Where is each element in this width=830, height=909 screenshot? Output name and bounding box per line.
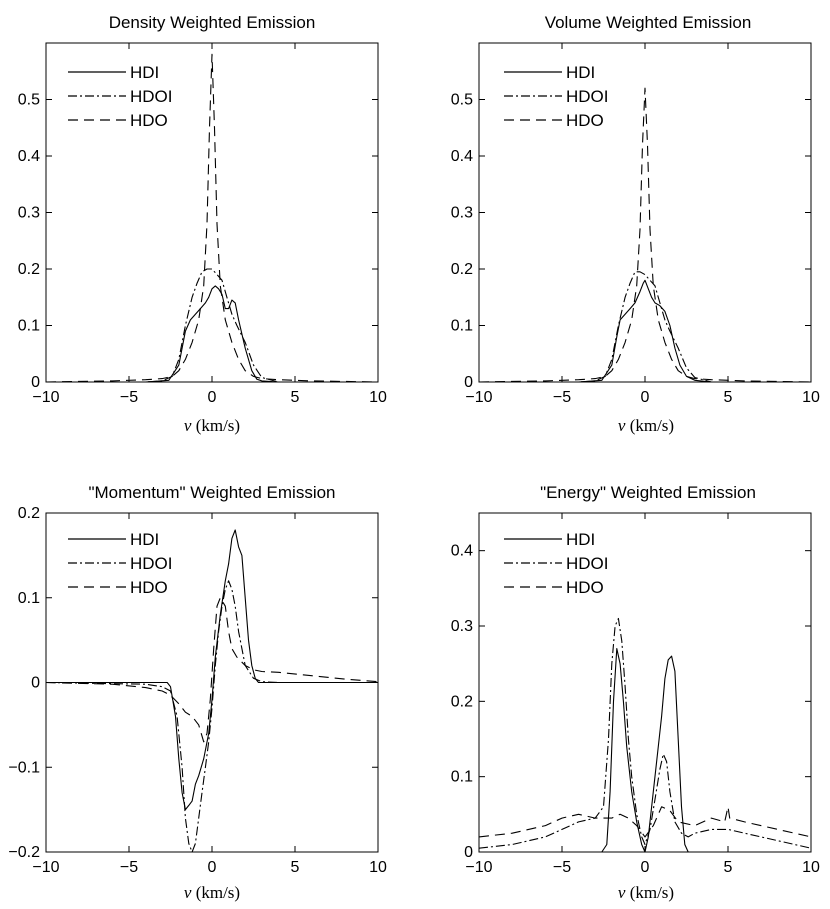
legend-label-hdoi: HDOI <box>566 554 609 573</box>
axis-ticks: −10 −5 0 5 10 0 0.1 0.2 0.3 0.4 <box>451 513 820 876</box>
series-hdo-line <box>45 597 379 743</box>
x-tick-label: −10 <box>465 859 492 876</box>
series-hdo-line <box>478 806 812 838</box>
x-tick-label: 10 <box>802 859 820 876</box>
legend: HDI HDOI HDO <box>504 63 609 130</box>
legend-label-hdo: HDO <box>130 111 168 130</box>
plot-frame <box>478 512 812 853</box>
legend-label-hdi: HDI <box>130 530 159 549</box>
series-hdi-line <box>479 648 811 853</box>
y-tick-label: 0 <box>31 374 40 391</box>
series-hdi-line <box>479 279 811 383</box>
legend-label-hdoi: HDOI <box>566 87 609 106</box>
y-tick-label: 0.1 <box>451 769 473 786</box>
y-tick-label: 0.3 <box>451 618 473 635</box>
plot-curves <box>45 529 379 853</box>
y-tick-label: 0.2 <box>451 261 473 278</box>
y-tick-label: 0.4 <box>451 543 473 560</box>
y-tick-label: 0.4 <box>18 148 40 165</box>
y-tick-label: 0.5 <box>451 92 473 109</box>
legend-label-hdi: HDI <box>566 530 595 549</box>
legend-label-hdoi: HDOI <box>130 87 173 106</box>
x-tick-label: 0 <box>641 859 650 876</box>
x-tick-label: −10 <box>32 389 59 406</box>
chart-title: Density Weighted Emission <box>109 13 316 32</box>
chart-momentum-weighted: "Momentum" Weighted Emission −10 −5 0 5 10 −0… <box>8 483 387 902</box>
y-tick-label: 0.1 <box>18 318 40 335</box>
plot-curves <box>478 617 812 853</box>
y-tick-label: −0.1 <box>8 759 40 776</box>
legend: HDI HDOI HDO <box>68 63 173 130</box>
y-tick-label: 0.1 <box>18 590 40 607</box>
x-tick-label: −5 <box>120 389 138 406</box>
legend: HDI HDOI HDO <box>68 530 173 597</box>
legend: HDI HDOI HDO <box>504 530 609 597</box>
y-tick-label: 0 <box>464 374 473 391</box>
x-tick-label: 5 <box>724 859 733 876</box>
x-tick-label: 0 <box>208 389 217 406</box>
plot-curves <box>478 87 812 383</box>
legend-label-hdo: HDO <box>566 578 604 597</box>
series-hdo-line <box>478 87 812 383</box>
series-hdoi-line <box>46 268 378 383</box>
x-tick-label: 0 <box>208 859 217 876</box>
chart-title: Volume Weighted Emission <box>545 13 752 32</box>
y-tick-label: 0 <box>31 675 40 692</box>
y-tick-label: 0.3 <box>451 205 473 222</box>
series-hdi-line <box>46 285 378 383</box>
chart-volume-weighted: Volume Weighted Emission −10 −5 0 5 10 0 0.1 0.… <box>451 13 820 435</box>
y-tick-label: −0.2 <box>8 844 40 861</box>
y-tick-label: 0 <box>464 844 473 861</box>
x-tick-label: 10 <box>802 389 820 406</box>
x-tick-label: −5 <box>120 859 138 876</box>
chart-density-weighted: Density Weighted Emission −10 −5 0 5 10 0 0.1 0… <box>18 13 387 435</box>
legend-label-hdo: HDO <box>130 578 168 597</box>
y-tick-label: 0.2 <box>18 261 40 278</box>
series-hdoi-line <box>479 271 811 383</box>
chart-title: "Momentum" Weighted Emission <box>88 483 335 502</box>
x-tick-label: −5 <box>553 859 571 876</box>
plot-frame <box>45 42 379 383</box>
x-tick-label: −10 <box>32 859 59 876</box>
chart-title: "Energy" Weighted Emission <box>540 483 756 502</box>
series-hdoi-line <box>478 617 812 849</box>
axis-ticks: −10 −5 0 5 10 0 0.1 0.2 0.3 0.4 0.5 <box>18 43 387 406</box>
y-tick-label: 0.1 <box>451 318 473 335</box>
x-tick-label: 10 <box>369 859 387 876</box>
axis-ticks: −10 −5 0 5 10 0 0.1 0.2 0.3 0.4 0.5 <box>451 43 820 406</box>
y-tick-label: 0.5 <box>18 92 40 109</box>
x-tick-label: −10 <box>465 389 492 406</box>
x-tick-label: −5 <box>553 389 571 406</box>
x-axis-label: v (km/s) <box>618 883 674 902</box>
y-tick-label: 0.2 <box>451 693 473 710</box>
x-tick-label: 5 <box>724 389 733 406</box>
legend-label-hdi: HDI <box>566 63 595 82</box>
legend-label-hdi: HDI <box>130 63 159 82</box>
series-hdi-line <box>46 529 378 811</box>
x-axis-label: v (km/s) <box>184 883 240 902</box>
chart-energy-weighted: "Energy" Weighted Emission −10 −5 0 5 10 0 0.1… <box>451 483 820 902</box>
x-axis-label: v (km/s) <box>618 416 674 435</box>
y-tick-label: 0.4 <box>451 148 473 165</box>
y-tick-label: 0.2 <box>18 505 40 522</box>
plot-curves <box>45 53 379 383</box>
legend-label-hdo: HDO <box>566 111 604 130</box>
y-tick-label: 0.3 <box>18 205 40 222</box>
x-axis-label: v (km/s) <box>184 416 240 435</box>
x-tick-label: 0 <box>641 389 650 406</box>
x-tick-label: 5 <box>291 859 300 876</box>
x-tick-label: 5 <box>291 389 300 406</box>
legend-label-hdoi: HDOI <box>130 554 173 573</box>
series-hdo-line <box>45 53 379 383</box>
x-tick-label: 10 <box>369 389 387 406</box>
